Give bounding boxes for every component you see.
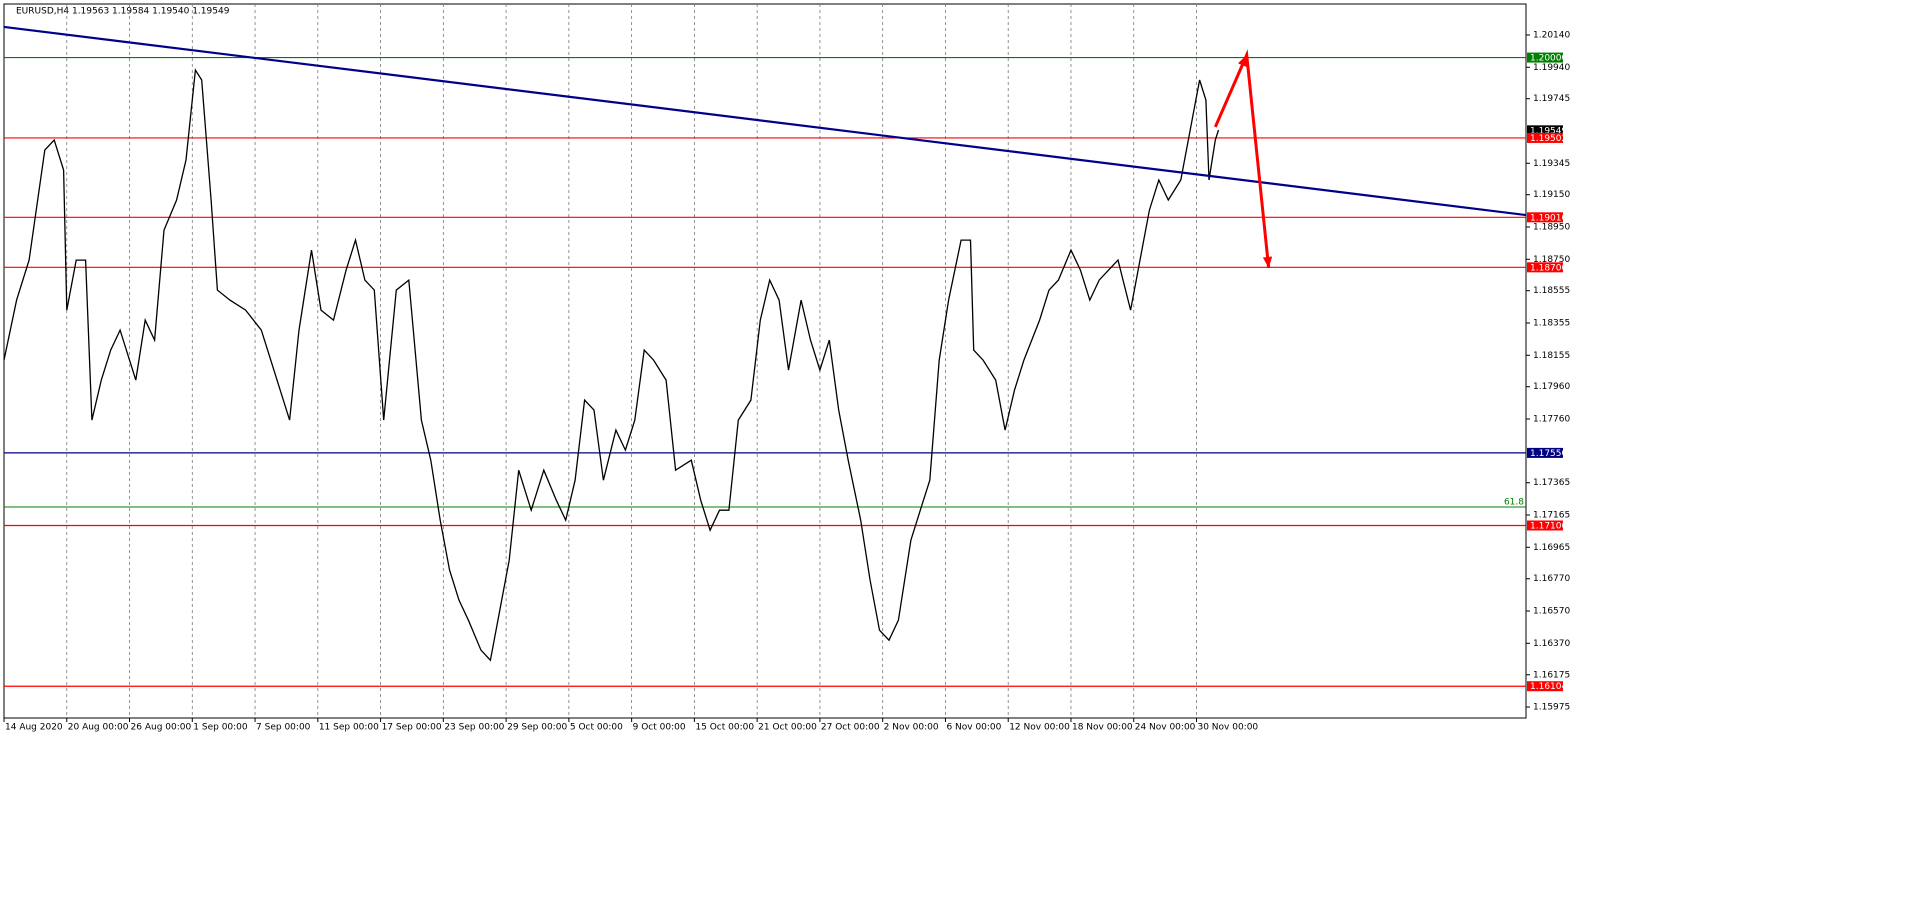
x-tick-label: 17 Sep 00:00	[382, 723, 442, 733]
level-label-box	[1527, 212, 1563, 223]
fibo-label: 61.8	[1504, 497, 1524, 507]
x-tick-label: 30 Nov 00:00	[1197, 723, 1258, 733]
y-tick-label: 1.18950	[1533, 222, 1570, 232]
x-tick-label: 18 Nov 00:00	[1072, 723, 1133, 733]
y-tick-label: 1.16570	[1533, 607, 1570, 617]
x-tick-label: 23 Sep 00:00	[444, 723, 504, 733]
level-label: 1.19010	[1530, 213, 1567, 223]
y-tick-label: 1.17165	[1533, 511, 1570, 521]
y-tick-label: 1.15975	[1533, 703, 1570, 713]
y-tick-label: 1.19940	[1533, 63, 1570, 73]
arrow-head	[1238, 54, 1247, 67]
y-tick-label: 1.16965	[1533, 543, 1570, 553]
y-tick-label: 1.19150	[1533, 190, 1570, 200]
x-tick-label: 29 Sep 00:00	[507, 723, 567, 733]
level-label-box	[1527, 447, 1563, 458]
x-tick-label: 12 Nov 00:00	[1009, 723, 1070, 733]
x-tick-label: 24 Nov 00:00	[1135, 723, 1196, 733]
level-label-box	[1527, 132, 1563, 143]
level-label: 1.20000	[1530, 54, 1567, 64]
level-label-box	[1527, 681, 1563, 692]
level-label-box	[1527, 262, 1563, 273]
y-tick-label: 1.17960	[1533, 382, 1570, 392]
y-tick-label: 1.18355	[1533, 319, 1570, 329]
y-tick-label: 1.16370	[1533, 639, 1570, 649]
level-label: 1.16104	[1530, 682, 1567, 692]
x-tick-label: 27 Oct 00:00	[821, 723, 880, 733]
x-tick-label: 11 Sep 00:00	[319, 723, 379, 733]
x-tick-label: 2 Nov 00:00	[884, 723, 939, 733]
x-tick-label: 21 Oct 00:00	[758, 723, 817, 733]
level-label: 1.19502	[1530, 134, 1567, 144]
level-label: 1.19549	[1530, 126, 1567, 136]
x-tick-label: 9 Oct 00:00	[633, 723, 686, 733]
chart-title: EURUSD,H4 1.19563 1.19584 1.19540 1.1954…	[16, 7, 230, 17]
level-label-box	[1527, 125, 1563, 136]
y-tick-label: 1.17760	[1533, 415, 1570, 425]
level-label-box	[1527, 52, 1563, 63]
y-tick-label: 1.20140	[1533, 30, 1570, 40]
y-tick-label: 1.18555	[1533, 286, 1570, 296]
x-tick-label: 20 Aug 00:00	[68, 723, 129, 733]
level-label: 1.18700	[1530, 263, 1567, 273]
y-tick-label: 1.16770	[1533, 574, 1570, 584]
x-tick-label: 15 Oct 00:00	[695, 723, 754, 733]
x-tick-label: 5 Oct 00:00	[570, 723, 623, 733]
x-tick-label: 6 Nov 00:00	[946, 723, 1001, 733]
y-tick-label: 1.16175	[1533, 670, 1570, 680]
trend-line	[3, 25, 1527, 217]
plot-frame	[3, 3, 1527, 719]
arrow-head	[1262, 256, 1273, 268]
y-tick-label: 1.18155	[1533, 351, 1570, 361]
y-tick-label: 1.19745	[1533, 94, 1570, 104]
price-line	[3, 68, 1220, 662]
level-label-box	[1527, 520, 1563, 531]
level-label: 1.17100	[1530, 522, 1567, 532]
x-tick-label: 26 Aug 00:00	[131, 723, 192, 733]
y-tick-label: 1.19345	[1533, 159, 1570, 169]
y-tick-label: 1.17365	[1533, 478, 1570, 488]
x-tick-label: 7 Sep 00:00	[256, 723, 311, 733]
x-tick-label: 14 Aug 2020	[5, 723, 63, 733]
level-label: 1.17550	[1530, 449, 1567, 459]
x-tick-label: 1 Sep 00:00	[193, 723, 248, 733]
y-tick-label: 1.18750	[1533, 255, 1570, 265]
forecast-arrow	[1213, 49, 1271, 269]
